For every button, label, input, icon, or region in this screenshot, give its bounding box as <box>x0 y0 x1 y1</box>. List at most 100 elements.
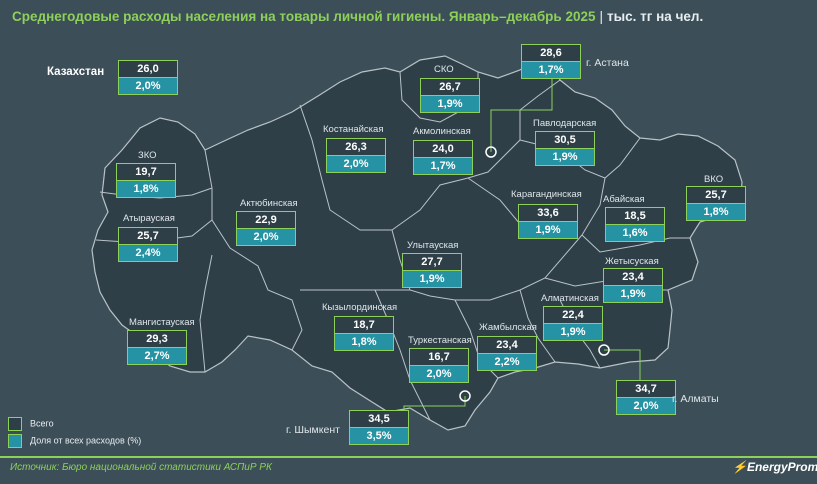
brand-logo-mark: ⚡ <box>732 460 747 474</box>
region-total-turkestan: 16,7 <box>410 349 468 366</box>
country-label: Казахстан <box>47 66 105 78</box>
region-box-akmola: 24,0 1,7% <box>413 140 473 175</box>
region-share-astana: 1,7% <box>522 62 580 78</box>
region-label-aktobe: Актюбинская <box>240 198 298 209</box>
legend-share-swatch <box>8 434 22 448</box>
region-total-shymkent: 34,5 <box>350 411 408 428</box>
region-total-vko: 25,7 <box>687 187 745 204</box>
region-box-zko: 19,7 1,8% <box>116 163 176 198</box>
region-share-turkestan: 2,0% <box>410 366 468 382</box>
region-box-turkestan: 16,7 2,0% <box>409 348 469 383</box>
region-share-kostanay: 2,0% <box>327 156 385 172</box>
legend-total-swatch <box>8 417 22 431</box>
region-box-zhambyl: 23,4 2,2% <box>477 336 537 371</box>
region-box-sko: 26,7 1,9% <box>420 78 480 113</box>
region-box-kyzylorda: 18,7 1,8% <box>334 316 394 351</box>
region-share-pavlodar: 1,9% <box>536 149 594 165</box>
region-total-karaganda: 33,6 <box>519 205 577 222</box>
region-share-karaganda: 1,9% <box>519 222 577 238</box>
region-box-karaganda: 33,6 1,9% <box>518 204 578 239</box>
region-label-ulytau: Улытауская <box>407 240 459 251</box>
almaty-marker <box>598 344 610 356</box>
region-total-almaty: 34,7 <box>617 381 675 398</box>
region-label-kyzylorda: Кызылординская <box>322 302 398 313</box>
legend-total-label: Всего <box>30 418 54 429</box>
region-share-mangystau: 2,7% <box>128 348 186 364</box>
country-value-box: 26,0 2,0% <box>118 60 178 95</box>
region-share-vko: 1,8% <box>687 204 745 220</box>
region-total-atyrau: 25,7 <box>119 228 177 245</box>
region-share-aktobe: 2,0% <box>237 229 295 245</box>
shymkent-marker <box>459 390 471 402</box>
region-label-vko: ВКО <box>704 174 724 185</box>
region-share-zhetysu: 1,9% <box>604 286 662 302</box>
region-total-mangystau: 29,3 <box>128 331 186 348</box>
region-total-sko: 26,7 <box>421 79 479 96</box>
region-label-mangystau: Мангистауская <box>129 317 195 328</box>
region-label-abay: Абайская <box>603 194 645 205</box>
country-share: 2,0% <box>119 78 177 94</box>
region-share-sko: 1,9% <box>421 96 479 112</box>
region-share-atyrau: 2,4% <box>119 245 177 261</box>
region-box-kostanay: 26,3 2,0% <box>326 138 386 173</box>
region-label-zko: ЗКО <box>138 150 157 161</box>
region-box-ulytau: 27,7 1,9% <box>402 253 462 288</box>
region-total-abay: 18,5 <box>606 208 664 225</box>
region-box-abay: 18,5 1,6% <box>605 207 665 242</box>
region-label-astana: г. Астана <box>586 57 629 69</box>
region-total-ulytau: 27,7 <box>403 254 461 271</box>
region-box-astana: 28,6 1,7% <box>521 44 581 79</box>
footer-bar <box>0 456 817 484</box>
brand-name: EnergyProm <box>746 460 817 474</box>
region-label-karaganda: Карагандинская <box>511 189 582 200</box>
region-total-zhambyl: 23,4 <box>478 337 536 354</box>
region-share-shymkent: 3,5% <box>350 428 408 444</box>
region-label-almaty: г. Алматы <box>672 393 719 405</box>
region-total-almaty-obl: 22,4 <box>544 307 602 324</box>
region-share-abay: 1,6% <box>606 225 664 241</box>
region-share-zhambyl: 2,2% <box>478 354 536 370</box>
region-box-aktobe: 22,9 2,0% <box>236 211 296 246</box>
region-share-akmola: 1,7% <box>414 158 472 174</box>
title-unit: тыс. тг на чел. <box>607 9 704 24</box>
astana-marker <box>485 146 497 158</box>
region-box-atyrau: 25,7 2,4% <box>118 227 178 262</box>
region-label-turkestan: Туркестанская <box>408 335 472 346</box>
region-label-kostanay: Костанайская <box>323 124 384 135</box>
region-box-almaty: 34,7 2,0% <box>616 380 676 415</box>
region-label-atyrau: Атырауская <box>123 213 175 224</box>
region-total-aktobe: 22,9 <box>237 212 295 229</box>
title-separator: | <box>599 9 604 24</box>
region-label-akmola: Акмолинская <box>413 126 471 137</box>
region-label-almaty-obl: Алматинская <box>541 293 599 304</box>
region-label-zhambyl: Жамбылская <box>479 322 537 333</box>
region-label-zhetysu: Жетысуская <box>605 256 659 267</box>
region-box-zhetysu: 23,4 1,9% <box>603 268 663 303</box>
title-main: Среднегодовые расходы населения на товар… <box>12 9 596 24</box>
country-total: 26,0 <box>119 61 177 78</box>
region-total-kostanay: 26,3 <box>327 139 385 156</box>
region-total-kyzylorda: 18,7 <box>335 317 393 334</box>
source-note: Источник: Бюро национальной статистики А… <box>10 462 272 473</box>
region-box-pavlodar: 30,5 1,9% <box>535 131 595 166</box>
region-total-zko: 19,7 <box>117 164 175 181</box>
region-total-zhetysu: 23,4 <box>604 269 662 286</box>
brand-logo: ⚡EnergyProm <box>732 460 817 474</box>
region-share-zko: 1,8% <box>117 181 175 197</box>
region-box-shymkent: 34,5 3,5% <box>349 410 409 445</box>
region-box-mangystau: 29,3 2,7% <box>127 330 187 365</box>
region-label-sko: СКО <box>434 64 454 75</box>
region-share-kyzylorda: 1,8% <box>335 334 393 350</box>
region-total-akmola: 24,0 <box>414 141 472 158</box>
region-label-pavlodar: Павлодарская <box>533 118 597 129</box>
legend-share-label: Доля от всех расходов (%) <box>30 435 142 446</box>
region-total-astana: 28,6 <box>522 45 580 62</box>
chart-title: Среднегодовые расходы населения на товар… <box>12 9 703 24</box>
region-label-shymkent: г. Шымкент <box>286 424 340 436</box>
region-share-almaty: 2,0% <box>617 398 675 414</box>
region-total-pavlodar: 30,5 <box>536 132 594 149</box>
region-box-vko: 25,7 1,8% <box>686 186 746 221</box>
region-share-almaty-obl: 1,9% <box>544 324 602 340</box>
legend-share: Доля от всех расходов (%) <box>8 434 141 448</box>
region-box-almaty-obl: 22,4 1,9% <box>543 306 603 341</box>
